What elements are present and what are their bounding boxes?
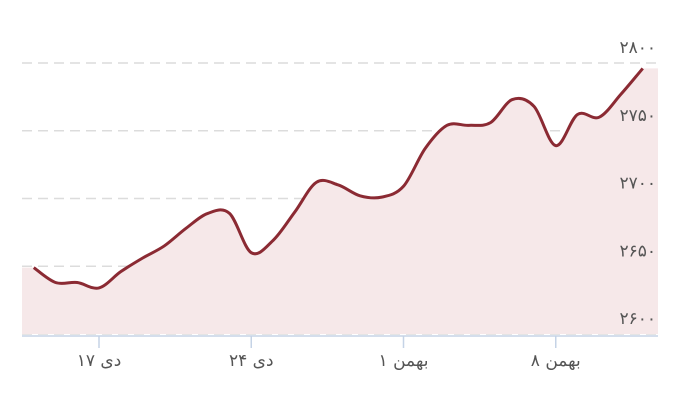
y-tick-label: ۲۶۰۰ [619, 309, 656, 329]
y-tick-label: ۲۸۰۰ [619, 38, 656, 58]
area [22, 68, 658, 335]
y-tick-label: ۲۷۵۰ [619, 106, 656, 126]
x-tick-label: دی ۲۴ [229, 351, 274, 371]
x-tick-label: بهمن ۱ [379, 351, 429, 371]
x-tick-label: بهمن ۸ [531, 351, 581, 371]
x-tick-label: دی ۱۷ [77, 351, 122, 371]
y-tick-label: ۲۷۰۰ [619, 174, 656, 194]
line [32, 67, 644, 290]
y-tick-label: ۲۶۵۰ [619, 241, 656, 261]
